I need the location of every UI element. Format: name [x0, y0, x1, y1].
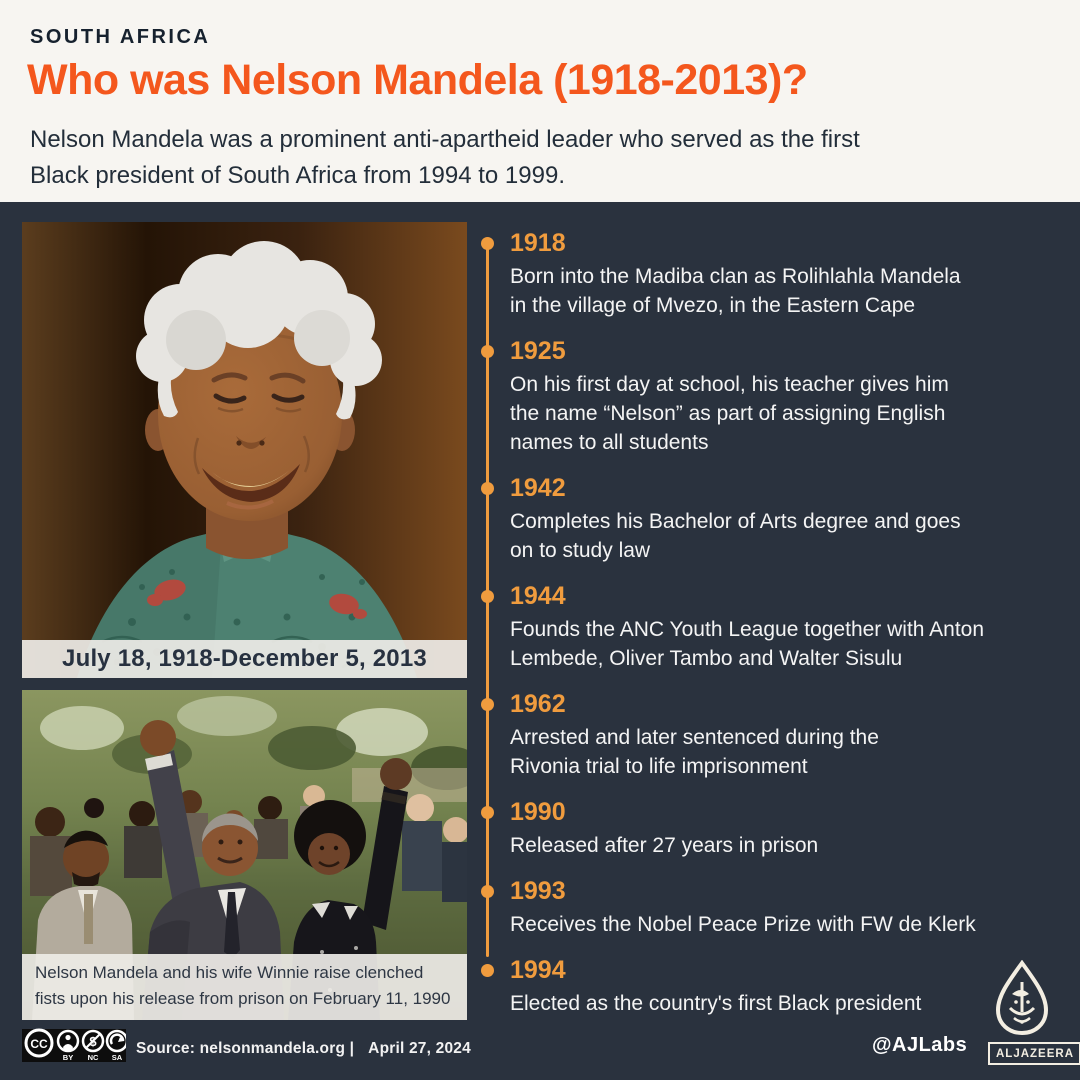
timeline-year: 1944 [510, 582, 566, 610]
cc-by-icon [56, 1029, 80, 1053]
portrait-illustration [22, 222, 467, 678]
timeline-text: Elected as the country's first Black pre… [510, 992, 922, 1015]
section-kicker: SOUTH AFRICA [30, 26, 211, 48]
cc-glyph: CC [30, 1037, 48, 1051]
smile [202, 464, 300, 502]
timeline-year: 1962 [510, 690, 566, 718]
timeline-dot [481, 590, 494, 603]
timeline-entry-1944: 1944 Founds the ANC Youth League togethe… [478, 583, 1053, 673]
timeline-text: Born into the Madiba clan as Rolihlahla … [510, 265, 961, 317]
timeline-dot [481, 885, 494, 898]
timeline-year: 1918 [510, 229, 566, 257]
release-caption: Nelson Mandela and his wife Winnie raise… [22, 954, 467, 1020]
source-text: Source: nelsonmandela.org | [136, 1040, 355, 1057]
release-photo: Nelson Mandela and his wife Winnie raise… [22, 690, 467, 1020]
publish-date: April 27, 2024 [368, 1040, 471, 1057]
timeline-year: 1994 [510, 956, 566, 984]
cc-nc-label: NC [88, 1053, 99, 1062]
timeline-text: Released after 27 years in prison [510, 834, 819, 857]
timeline-dot [481, 698, 494, 711]
cc-nc-icon: $ [81, 1029, 105, 1053]
aljazeera-wordmark: ALJAZEERA [988, 1042, 1080, 1065]
timeline-dot [481, 345, 494, 358]
timeline-year: 1942 [510, 474, 566, 502]
timeline-entry-1962: 1962 Arrested and later sentenced during… [478, 691, 1053, 781]
timeline-year: 1993 [510, 877, 566, 905]
timeline-entry-1990: 1990 Released after 27 years in prison [478, 799, 1053, 860]
timeline-text: Completes his Bachelor of Arts degree an… [510, 510, 961, 562]
cc-by-label: BY [63, 1053, 73, 1062]
timeline-dot [481, 806, 494, 819]
main-panel: July 18, 1918-December 5, 2013 [0, 202, 1080, 1080]
timeline-dot [481, 237, 494, 250]
portrait-photo: July 18, 1918-December 5, 2013 [22, 222, 467, 678]
timeline-text: Founds the ANC Youth League together wit… [510, 618, 985, 670]
timeline-year: 1925 [510, 337, 566, 365]
timeline-entry-1942: 1942 Completes his Bachelor of Arts degr… [478, 475, 1053, 565]
timeline-entry-1994: 1994 Elected as the country's first Blac… [478, 957, 1053, 1018]
creative-commons-license-icon: CC $ BY NC SA [22, 1028, 126, 1062]
shirt-flowers [147, 579, 367, 619]
timeline-text: On his first day at school, his teacher … [510, 373, 949, 454]
page-subtitle: Nelson Mandela was a prominent anti-apar… [30, 126, 860, 189]
timeline-text: Receives the Nobel Peace Prize with FW d… [510, 913, 976, 936]
cc-sa-icon [105, 1029, 126, 1053]
timeline-dot [481, 964, 494, 977]
timeline-year: 1990 [510, 798, 566, 826]
timeline-text: Arrested and later sentenced during the … [510, 726, 879, 778]
aljazeera-flame-logo-icon [995, 960, 1049, 1036]
source-line: Source: nelsonmandela.org | April 27, 202… [136, 1040, 471, 1058]
timeline-dot [481, 482, 494, 495]
header: SOUTH AFRICA Who was Nelson Mandela (191… [0, 0, 1080, 202]
timeline-entry-1925: 1925 On his first day at school, his tea… [478, 338, 1053, 457]
timeline: 1918 Born into the Madiba clan as Rolihl… [478, 230, 1053, 1018]
white-hair [136, 241, 382, 420]
cc-sa-label: SA [112, 1053, 123, 1062]
portrait-caption: July 18, 1918-December 5, 2013 [22, 640, 467, 678]
timeline-entry-1993: 1993 Receives the Nobel Peace Prize with… [478, 878, 1053, 939]
ajlabs-credit: @AJLabs [872, 1034, 968, 1056]
release-illustration [22, 690, 467, 1020]
timeline-entry-1918: 1918 Born into the Madiba clan as Rolihl… [478, 230, 1053, 320]
page-title: Who was Nelson Mandela (1918-2013)? [27, 56, 808, 104]
